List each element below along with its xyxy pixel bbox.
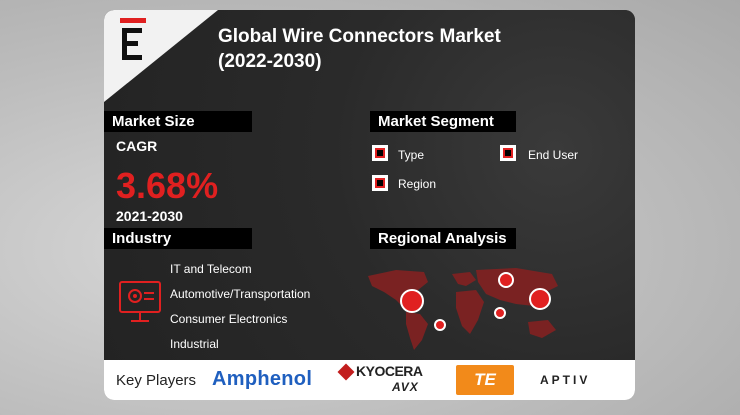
te-logo: TE <box>456 365 514 395</box>
key-players-footer: Key Players Amphenol KYOCERA AVX TE APTI… <box>104 360 635 400</box>
market-size-header: Market Size <box>104 111 252 132</box>
segment-item-type: Type <box>398 148 425 162</box>
industry-item: Consumer Electronics <box>170 312 288 326</box>
industry-item: Industrial <box>170 337 219 351</box>
checkbox-icon <box>372 175 388 191</box>
industry-item: Automotive/Transportation <box>170 287 311 301</box>
industry-header: Industry <box>104 228 252 249</box>
period-label: 2021-2030 <box>116 208 183 224</box>
infographic-card: Global Wire Connectors Market (2022-2030… <box>104 10 635 400</box>
cagr-value: 3.68% <box>116 165 219 206</box>
key-players-label: Key Players <box>116 372 197 389</box>
avx-logo: AVX <box>392 380 419 394</box>
aptiv-logo: APTIV <box>540 373 591 387</box>
checkbox-icon <box>372 145 388 161</box>
world-map-icon <box>368 268 558 350</box>
page-title: Global Wire Connectors Market (2022-2030… <box>218 26 501 72</box>
logo-e-icon <box>120 18 146 60</box>
market-segment-header: Market Segment <box>370 111 516 132</box>
kyocera-mark-icon <box>337 363 355 381</box>
regional-analysis-header: Regional Analysis <box>370 228 516 249</box>
monitor-gear-icon <box>119 281 161 322</box>
industry-item: IT and Telecom <box>170 262 252 276</box>
cagr-label: CAGR <box>116 138 158 154</box>
segment-item-end-user: End User <box>528 148 579 162</box>
kyocera-logo: KYOCERA <box>356 363 423 379</box>
checkbox-icon <box>500 145 516 161</box>
amphenol-logo: Amphenol <box>212 368 313 390</box>
segment-item-region: Region <box>398 177 437 191</box>
